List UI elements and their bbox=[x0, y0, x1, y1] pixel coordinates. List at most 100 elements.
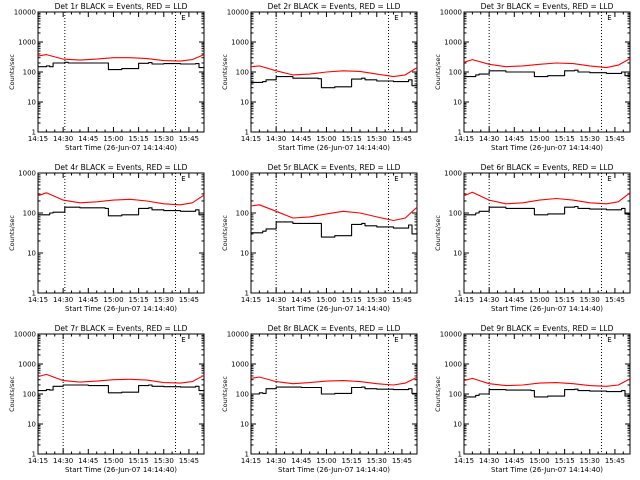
y-tick-label: 10000 bbox=[440, 9, 462, 17]
y-tick-label: 10000 bbox=[440, 331, 462, 339]
detector-panel: Det 2r BLACK = Events, RED = LLD 1 10 100 10… bbox=[221, 2, 418, 152]
marker-label: E bbox=[181, 336, 185, 344]
plot-frame bbox=[37, 11, 205, 133]
x-tick-label: 14:15 bbox=[28, 457, 48, 465]
lld-series-line bbox=[37, 373, 205, 384]
y-tick-label: 1000 bbox=[18, 170, 36, 178]
detector-panel: Det 6r BLACK = Events, RED = LLD 1 10 100 10… bbox=[434, 163, 631, 313]
x-axis-label: Start Time (26-Jun-07 14:14:40) bbox=[491, 144, 603, 152]
x-tick-label: 15:30 bbox=[580, 457, 600, 465]
y-tick-label: 1000 bbox=[231, 170, 249, 178]
y-tick-label: 10000 bbox=[227, 9, 249, 17]
y-tick-label: 1000 bbox=[18, 39, 36, 47]
panel-title: Det 1r BLACK = Events, RED = LLD bbox=[55, 2, 188, 11]
events-series-line bbox=[38, 61, 205, 71]
y-tick-label: 10 bbox=[453, 421, 462, 429]
y-axis-label: Counts/sec bbox=[8, 215, 16, 251]
y-tick-label: 100 bbox=[236, 391, 249, 399]
y-axis-label: Counts/sec bbox=[434, 215, 442, 251]
events-series-line bbox=[251, 76, 418, 89]
events-series-line bbox=[464, 205, 631, 216]
y-tick-label: 10000 bbox=[227, 331, 249, 339]
detector-panel: Det 8r BLACK = Events, RED = LLD 1 10 100 10… bbox=[221, 324, 418, 474]
x-tick-label: 15:30 bbox=[154, 135, 174, 143]
x-tick-label: 15:45 bbox=[392, 457, 412, 465]
panel-title: Det 9r BLACK = Events, RED = LLD bbox=[481, 324, 614, 333]
detector-panel: Det 7r BLACK = Events, RED = LLD 1 10 100 10… bbox=[8, 324, 205, 474]
marker-label: E bbox=[394, 175, 398, 183]
panel-title: Det 2r BLACK = Events, RED = LLD bbox=[268, 2, 401, 11]
x-tick-label: 15:30 bbox=[367, 135, 387, 143]
x-tick-label: 15:00 bbox=[316, 457, 336, 465]
y-tick-label: 10000 bbox=[14, 9, 36, 17]
y-tick-label: 100 bbox=[23, 210, 36, 218]
y-tick-label: 1000 bbox=[444, 39, 462, 47]
y-axis-label: Counts/sec bbox=[8, 54, 16, 90]
plot-frame bbox=[37, 172, 205, 294]
x-tick-label: 15:30 bbox=[580, 296, 600, 304]
y-tick-label: 10 bbox=[27, 99, 36, 107]
x-tick-label: 14:30 bbox=[266, 135, 286, 143]
y-tick-label: 1 bbox=[458, 451, 462, 459]
x-tick-label: 15:30 bbox=[580, 135, 600, 143]
x-tick-label: 14:45 bbox=[504, 135, 524, 143]
lld-series-line bbox=[463, 58, 631, 69]
x-tick-label: 15:45 bbox=[605, 296, 625, 304]
x-tick-label: 15:00 bbox=[316, 296, 336, 304]
y-tick-label: 10 bbox=[240, 99, 249, 107]
marker-label: E bbox=[394, 336, 398, 344]
x-tick-label: 14:15 bbox=[241, 457, 261, 465]
x-tick-label: 15:00 bbox=[316, 135, 336, 143]
x-tick-label: 14:15 bbox=[241, 296, 261, 304]
x-tick-label: 15:45 bbox=[392, 135, 412, 143]
lld-series-line bbox=[463, 377, 631, 387]
lld-series-line bbox=[250, 376, 418, 386]
marker-label: E bbox=[394, 14, 398, 22]
x-tick-label: 14:45 bbox=[78, 457, 98, 465]
x-tick-label: 15:00 bbox=[103, 457, 123, 465]
y-tick-label: 1 bbox=[32, 290, 36, 298]
y-tick-label: 1 bbox=[458, 290, 462, 298]
events-series-line bbox=[251, 386, 418, 395]
y-tick-label: 100 bbox=[449, 210, 462, 218]
detector-panel: Det 3r BLACK = Events, RED = LLD 1 10 100 10… bbox=[434, 2, 631, 152]
x-axis-label: Start Time (26-Jun-07 14:14:40) bbox=[491, 466, 603, 474]
x-tick-label: 15:30 bbox=[367, 296, 387, 304]
events-series-line bbox=[464, 69, 631, 78]
y-tick-label: 1 bbox=[32, 129, 36, 137]
y-axis-label: Counts/sec bbox=[221, 376, 229, 412]
x-tick-label: 14:15 bbox=[454, 135, 474, 143]
y-tick-label: 1 bbox=[245, 451, 249, 459]
x-tick-label: 14:45 bbox=[291, 296, 311, 304]
y-tick-label: 1000 bbox=[231, 39, 249, 47]
y-tick-label: 10 bbox=[27, 421, 36, 429]
x-tick-label: 15:15 bbox=[129, 296, 149, 304]
x-tick-label: 14:30 bbox=[266, 296, 286, 304]
y-axis-label: Counts/sec bbox=[434, 54, 442, 90]
y-tick-label: 1 bbox=[245, 290, 249, 298]
lld-series-line bbox=[250, 65, 418, 78]
x-tick-label: 15:45 bbox=[179, 457, 199, 465]
marker-label: E bbox=[607, 14, 611, 22]
events-series-line bbox=[38, 206, 205, 217]
y-tick-label: 1000 bbox=[444, 170, 462, 178]
y-tick-label: 100 bbox=[236, 210, 249, 218]
x-tick-label: 14:30 bbox=[266, 457, 286, 465]
panel-title: Det 4r BLACK = Events, RED = LLD bbox=[55, 163, 188, 172]
events-series-line bbox=[464, 388, 631, 398]
y-tick-label: 10 bbox=[240, 421, 249, 429]
y-axis-label: Counts/sec bbox=[221, 215, 229, 251]
y-tick-label: 100 bbox=[23, 391, 36, 399]
x-tick-label: 14:45 bbox=[504, 457, 524, 465]
x-tick-label: 15:45 bbox=[179, 296, 199, 304]
y-tick-label: 1 bbox=[32, 451, 36, 459]
x-tick-label: 15:15 bbox=[129, 457, 149, 465]
x-tick-label: 14:30 bbox=[479, 457, 499, 465]
x-tick-label: 14:15 bbox=[241, 135, 261, 143]
x-axis-label: Start Time (26-Jun-07 14:14:40) bbox=[65, 466, 177, 474]
events-series-line bbox=[38, 384, 205, 394]
events-series-line bbox=[251, 221, 418, 238]
x-tick-label: 14:30 bbox=[479, 296, 499, 304]
y-tick-label: 10 bbox=[453, 99, 462, 107]
x-tick-label: 15:45 bbox=[179, 135, 199, 143]
